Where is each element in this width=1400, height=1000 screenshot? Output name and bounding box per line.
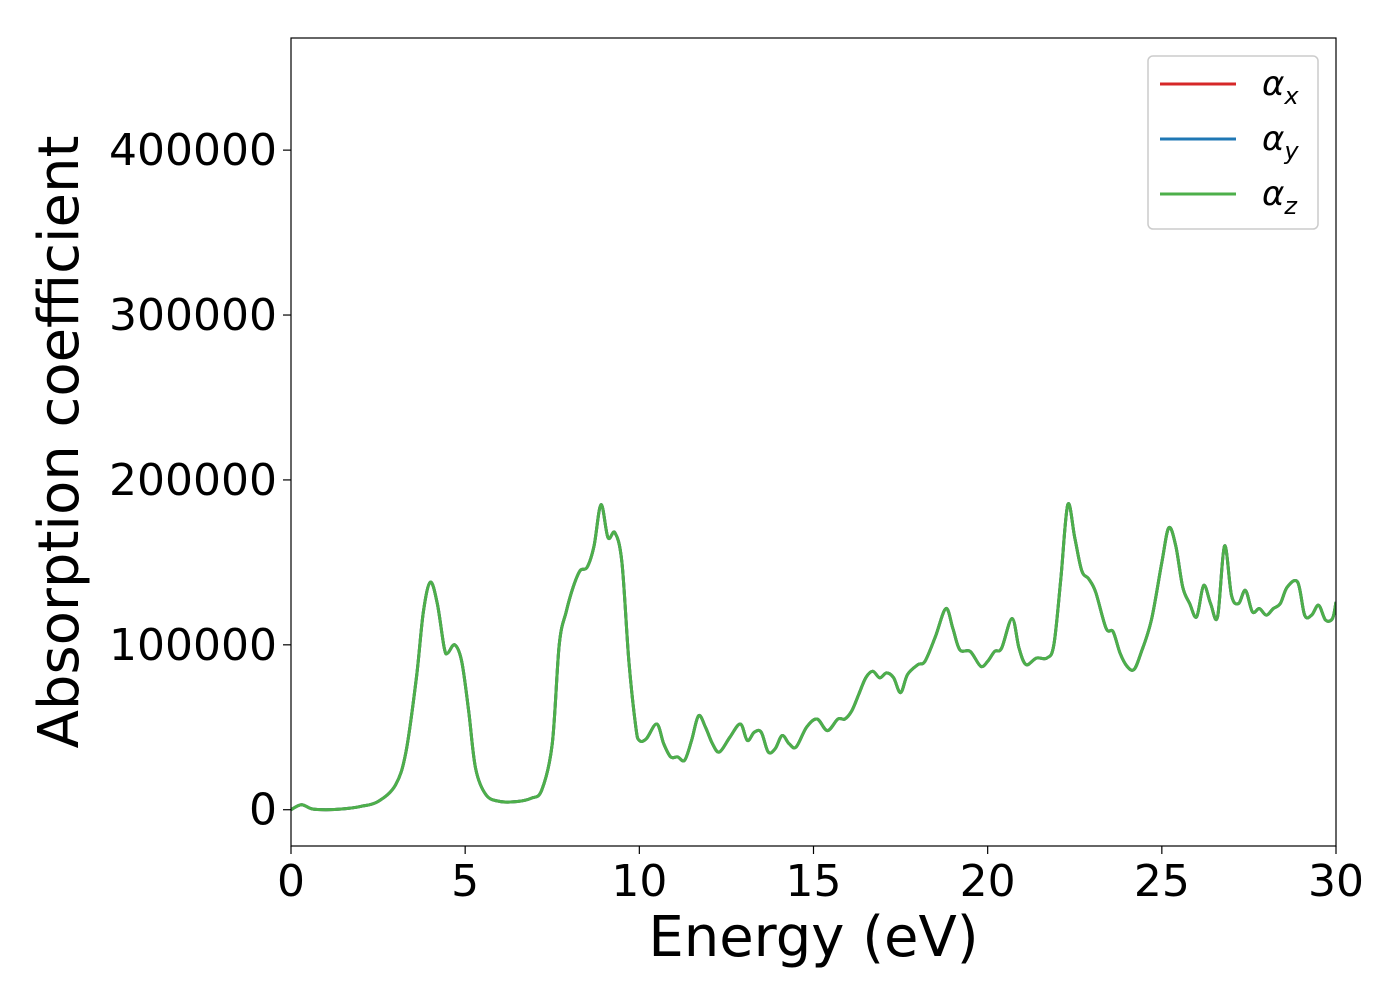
legend-box	[1147, 55, 1319, 230]
series-line-y	[291, 502, 1336, 812]
x-tick-label: 25	[1134, 856, 1190, 907]
legend-label-z: αz	[1262, 174, 1298, 220]
series-line-z	[291, 502, 1336, 812]
y-tick-label: 100000	[109, 620, 277, 671]
x-tick-label: 5	[451, 856, 479, 907]
y-tick-label: 200000	[109, 455, 277, 506]
y-tick-label: 0	[249, 785, 277, 836]
x-tick-label: 15	[786, 856, 842, 907]
legend-label-y: αy	[1262, 119, 1299, 165]
y-axis-title: Absorption coefficient	[27, 136, 92, 749]
x-tick-label: 30	[1308, 856, 1364, 907]
x-tick-label: 0	[277, 856, 305, 907]
x-tick-label: 10	[611, 856, 667, 907]
y-tick-label: 400000	[109, 125, 277, 176]
legend: αx αy αz	[1147, 55, 1319, 230]
series-line-x	[291, 502, 1336, 812]
legend-label-x: αx	[1262, 64, 1299, 110]
x-axis-title: Energy (eV)	[648, 905, 978, 970]
y-tick-label: 300000	[109, 290, 277, 341]
x-axis: 0 5 10 15 20 25 30	[277, 846, 1364, 907]
plot-area	[291, 502, 1336, 812]
x-tick-label: 20	[960, 856, 1016, 907]
y-axis: 0 100000 200000 300000 400000	[109, 125, 291, 836]
